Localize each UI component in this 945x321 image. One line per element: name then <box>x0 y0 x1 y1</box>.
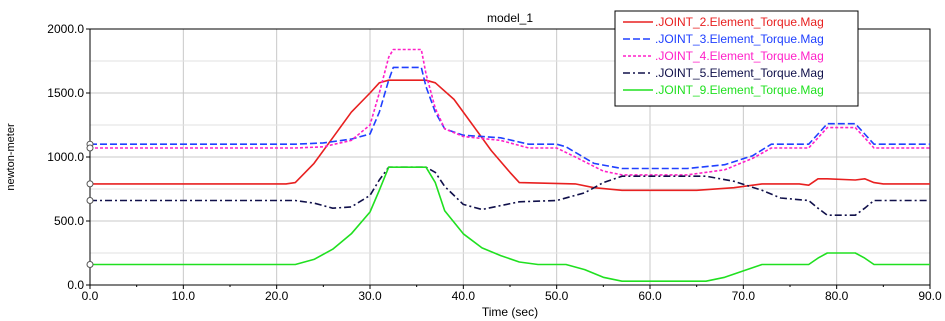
y-axis-ticks: 0.0 500.0 1000.0 1500.0 2000.0 <box>47 22 90 292</box>
x-tick-label: 70.0 <box>732 289 756 303</box>
x-axis-ticks: 0.0 10.0 20.0 30.0 40.0 50.0 60.0 70.0 80.0 90.0 <box>82 285 942 303</box>
series-start-marker <box>86 144 94 152</box>
x-tick-label: 10.0 <box>172 289 196 303</box>
series-line-4 <box>90 166 930 216</box>
legend-label: .JOINT_2.Element_Torque.Mag <box>655 15 824 29</box>
x-tick-label: 40.0 <box>452 289 476 303</box>
x-tick-label: 80.0 <box>825 289 849 303</box>
legend: .JOINT_2.Element_Torque.Mag .JOINT_3.Elem… <box>614 10 859 107</box>
legend-box <box>614 10 859 107</box>
legend-label: .JOINT_3.Element_Torque.Mag <box>655 32 824 46</box>
legend-label: .JOINT_5.Element_Torque.Mag <box>655 66 824 80</box>
series-line-3 <box>90 48 930 176</box>
series-layer <box>90 48 930 282</box>
series-line-1 <box>90 79 930 192</box>
y-tick-label: 500.0 <box>54 214 84 228</box>
x-tick-label: 60.0 <box>638 289 662 303</box>
x-tick-label: 90.0 <box>918 289 942 303</box>
legend-label: .JOINT_4.Element_Torque.Mag <box>655 49 824 63</box>
chart-title: model_1 <box>487 11 533 25</box>
legend-label: .JOINT_9.Element_Torque.Mag <box>655 83 824 97</box>
x-tick-label: 20.0 <box>265 289 289 303</box>
x-tick-label: 30.0 <box>358 289 382 303</box>
y-tick-label: 1000.0 <box>47 150 84 164</box>
series-line-5 <box>90 166 930 282</box>
marker-layer <box>86 140 94 269</box>
x-axis-label: Time (sec) <box>482 305 538 319</box>
y-tick-label: 2000.0 <box>47 22 84 36</box>
series-start-marker <box>86 197 94 205</box>
x-tick-label: 50.0 <box>545 289 569 303</box>
y-tick-label: 0.0 <box>67 278 84 292</box>
y-axis-label: newton-meter <box>5 123 17 191</box>
series-start-marker <box>86 180 94 188</box>
x-tick-label: 0.0 <box>82 289 99 303</box>
y-tick-label: 1500.0 <box>47 86 84 100</box>
series-start-marker <box>86 261 94 269</box>
series-line-2 <box>90 66 930 170</box>
